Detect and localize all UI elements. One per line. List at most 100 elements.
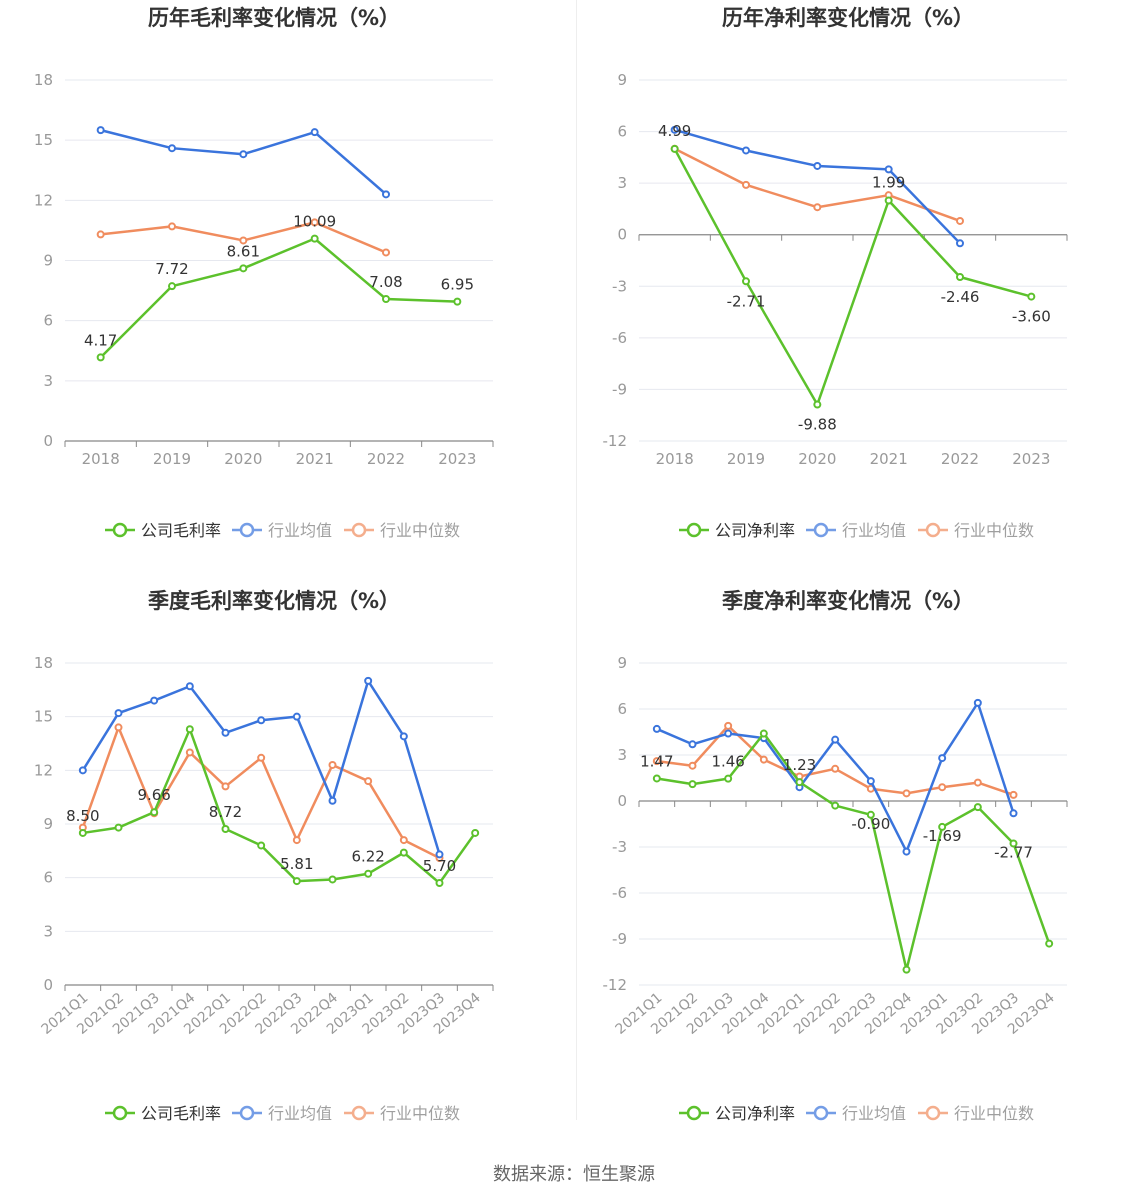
data-point-industry-average[interactable]: [670, 125, 679, 134]
data-point-industry-median[interactable]: [759, 755, 768, 764]
data-point-company[interactable]: [813, 400, 822, 409]
data-point-company[interactable]: [328, 875, 337, 884]
data-point-industry-median[interactable]: [1009, 790, 1018, 799]
data-point-industry-average[interactable]: [813, 161, 822, 170]
data-point-company[interactable]: [221, 825, 230, 834]
data-point-industry-median[interactable]: [831, 764, 840, 773]
data-point-industry-median[interactable]: [399, 836, 408, 845]
data-point-company[interactable]: [831, 801, 840, 810]
data-point-company[interactable]: [168, 282, 176, 291]
data-point-company[interactable]: [382, 295, 390, 304]
legend-item-company[interactable]: 公司净利率: [679, 1104, 795, 1123]
legend-item-company[interactable]: 公司毛利率: [105, 1104, 221, 1123]
data-point-industry-median[interactable]: [973, 778, 982, 787]
data-point-industry-average[interactable]: [938, 754, 947, 763]
data-point-industry-median[interactable]: [813, 203, 822, 212]
data-point-company[interactable]: [453, 297, 462, 306]
data-point-company[interactable]: [866, 810, 875, 819]
data-point-industry-average[interactable]: [688, 740, 697, 749]
data-point-industry-average[interactable]: [96, 126, 105, 135]
data-point-industry-median[interactable]: [724, 721, 733, 730]
data-point-company[interactable]: [364, 869, 373, 878]
legend-item-industry-average[interactable]: 行业均值: [806, 521, 906, 540]
data-point-industry-average[interactable]: [239, 150, 248, 159]
legend-item-company[interactable]: 公司毛利率: [105, 521, 221, 540]
data-point-industry-median[interactable]: [652, 757, 661, 766]
data-point-company[interactable]: [114, 823, 123, 832]
data-point-industry-median[interactable]: [382, 248, 390, 257]
data-point-company[interactable]: [257, 841, 266, 850]
legend-item-company[interactable]: 公司净利率: [679, 521, 795, 540]
data-point-company[interactable]: [1027, 292, 1036, 301]
data-point-company[interactable]: [96, 353, 105, 362]
data-point-company[interactable]: [956, 273, 964, 282]
data-point-industry-median[interactable]: [328, 760, 337, 769]
data-point-industry-average[interactable]: [884, 165, 893, 174]
data-point-company[interactable]: [795, 778, 804, 787]
data-point-industry-median[interactable]: [221, 782, 230, 791]
data-point-industry-median[interactable]: [257, 753, 266, 762]
data-point-company[interactable]: [759, 729, 768, 738]
legend-item-industry-median[interactable]: 行业中位数: [918, 521, 1034, 540]
legend-item-industry-median[interactable]: 行业中位数: [918, 1104, 1034, 1123]
legend-item-industry-median[interactable]: 行业中位数: [344, 521, 460, 540]
data-point-industry-average[interactable]: [150, 696, 159, 705]
data-point-industry-median[interactable]: [292, 836, 301, 845]
data-point-industry-average[interactable]: [399, 732, 408, 741]
data-point-industry-median[interactable]: [938, 783, 947, 792]
data-point-industry-average[interactable]: [185, 682, 194, 691]
data-point-industry-average[interactable]: [78, 766, 87, 775]
data-point-company[interactable]: [150, 808, 159, 817]
legend-item-industry-median[interactable]: 行业中位数: [344, 1104, 460, 1123]
legend-item-industry-average[interactable]: 行业均值: [806, 1104, 906, 1123]
data-point-industry-average[interactable]: [956, 239, 964, 248]
legend-item-industry-average[interactable]: 行业均值: [232, 521, 332, 540]
data-point-industry-median[interactable]: [956, 216, 964, 225]
data-point-company[interactable]: [902, 965, 911, 974]
data-point-company[interactable]: [1045, 939, 1054, 948]
data-point-industry-median[interactable]: [742, 180, 750, 189]
data-point-industry-average[interactable]: [1009, 809, 1018, 818]
data-point-company[interactable]: [471, 828, 480, 837]
data-point-industry-median[interactable]: [239, 236, 248, 245]
data-point-industry-median[interactable]: [364, 777, 373, 786]
data-point-industry-average[interactable]: [831, 735, 840, 744]
data-point-industry-average[interactable]: [221, 728, 230, 737]
data-point-industry-average[interactable]: [114, 709, 123, 718]
data-point-company[interactable]: [292, 877, 301, 886]
data-point-industry-average[interactable]: [292, 712, 301, 721]
data-point-company[interactable]: [742, 277, 750, 286]
data-point-company[interactable]: [884, 196, 893, 205]
data-point-industry-median[interactable]: [185, 748, 194, 757]
data-point-industry-average[interactable]: [364, 676, 373, 685]
data-point-industry-median[interactable]: [688, 761, 697, 770]
data-point-industry-average[interactable]: [742, 146, 750, 155]
data-point-company[interactable]: [670, 144, 679, 153]
data-point-company[interactable]: [78, 828, 87, 837]
data-point-industry-average[interactable]: [257, 716, 266, 725]
data-point-company[interactable]: [1009, 839, 1018, 848]
data-point-company[interactable]: [724, 774, 733, 783]
data-point-company[interactable]: [938, 822, 947, 831]
data-point-industry-median[interactable]: [902, 789, 911, 798]
data-point-company[interactable]: [310, 234, 319, 243]
data-point-industry-average[interactable]: [652, 724, 661, 733]
legend-item-industry-average[interactable]: 行业均值: [232, 1104, 332, 1123]
data-point-industry-median[interactable]: [310, 218, 319, 227]
data-point-industry-median[interactable]: [96, 230, 105, 239]
data-point-company[interactable]: [688, 780, 697, 789]
data-point-company[interactable]: [973, 803, 982, 812]
data-point-company[interactable]: [652, 774, 661, 783]
data-point-industry-average[interactable]: [866, 777, 875, 786]
data-point-industry-median[interactable]: [168, 222, 176, 231]
data-point-industry-average[interactable]: [382, 190, 390, 199]
data-point-company[interactable]: [239, 264, 248, 273]
data-point-industry-median[interactable]: [114, 723, 123, 732]
data-point-industry-average[interactable]: [310, 128, 319, 137]
data-point-company[interactable]: [185, 725, 194, 734]
data-point-industry-average[interactable]: [328, 796, 337, 805]
data-point-industry-average[interactable]: [724, 729, 733, 738]
data-point-industry-average[interactable]: [973, 698, 982, 707]
data-point-industry-average[interactable]: [168, 144, 176, 153]
data-point-industry-average[interactable]: [902, 847, 911, 856]
